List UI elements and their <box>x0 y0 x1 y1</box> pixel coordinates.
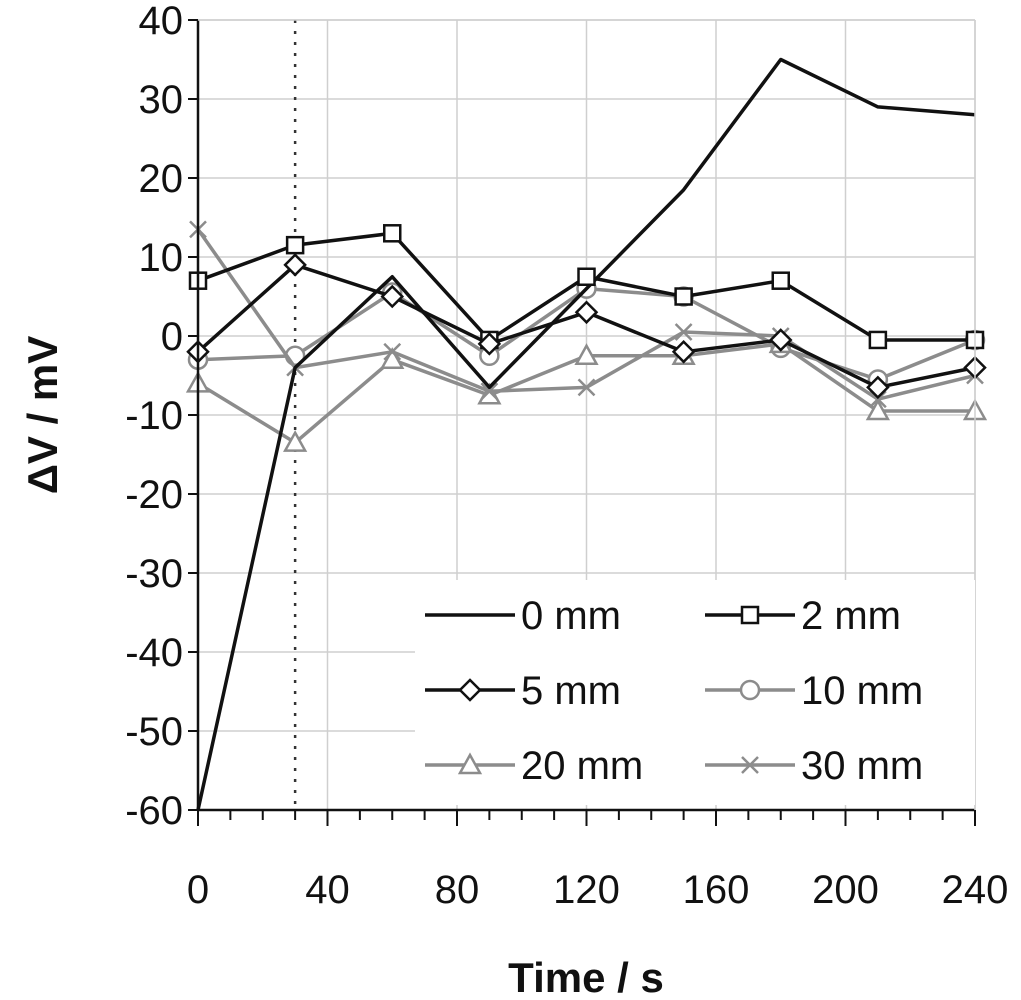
y-tick-labels: 40 30 20 10 0 -10 -20 -30 -40 -50 -60 <box>125 0 183 833</box>
triangle-marker <box>477 382 502 405</box>
legend-label: 0 mm <box>521 594 621 638</box>
legend-background <box>415 580 975 805</box>
x-tick-label: 160 <box>683 868 750 912</box>
y-tick-label: 0 <box>161 315 183 359</box>
legend-item: 10 mm <box>705 669 923 713</box>
legend-label: 10 mm <box>801 669 923 713</box>
triangle-marker <box>283 430 308 452</box>
diamond-marker <box>866 375 890 400</box>
legend-label: 5 mm <box>521 669 621 713</box>
x-tick-label: 0 <box>187 868 209 912</box>
square-marker <box>577 267 596 286</box>
square-marker <box>868 330 888 350</box>
axes <box>188 19 976 826</box>
y-tick-label: -10 <box>125 394 183 438</box>
x-marker <box>480 382 499 401</box>
y-axis-title: ΔV / mV <box>19 336 66 495</box>
x-tick-labels: 0 40 80 120 160 200 240 <box>187 868 1009 912</box>
diamond-marker <box>768 328 793 352</box>
x-tick-label: 200 <box>812 868 879 912</box>
diamond-marker <box>283 253 307 277</box>
x-axis-title: Time / s <box>508 954 664 1000</box>
x-marker <box>741 756 759 774</box>
triangle-marker <box>574 343 599 365</box>
circle-marker <box>739 679 761 701</box>
y-tick-label: -20 <box>125 473 183 517</box>
diamond-marker <box>574 300 599 325</box>
square-marker <box>383 224 402 243</box>
diamond-marker <box>671 340 696 364</box>
series-line <box>196 57 976 811</box>
y-tick-label: -30 <box>125 552 183 596</box>
x-marker <box>674 323 693 341</box>
legend-item: 20 mm <box>425 744 643 788</box>
triangle-marker <box>457 752 483 775</box>
legend-item: 2 mm <box>705 594 901 638</box>
y-tick-label: 30 <box>139 78 184 122</box>
legend-item: 0 mm <box>425 594 621 638</box>
series-5-mm <box>186 253 987 400</box>
x-marker <box>868 390 887 409</box>
triangle-marker <box>380 347 405 369</box>
triangle-marker <box>865 398 890 421</box>
diamond-marker <box>458 678 482 702</box>
series-group <box>185 57 988 811</box>
y-tick-label: 10 <box>139 236 184 280</box>
legend-label: 30 mm <box>801 744 923 788</box>
legend-label: 20 mm <box>521 744 643 788</box>
legend-item: 5 mm <box>425 669 621 713</box>
series-0-mm <box>196 57 976 811</box>
y-tick-label: -40 <box>125 631 183 675</box>
square-marker <box>771 271 790 290</box>
y-tick-label: -60 <box>125 789 183 833</box>
legend-label: 2 mm <box>801 594 901 638</box>
diamond-marker <box>380 284 405 309</box>
y-tick-label: 40 <box>139 0 184 43</box>
square-marker <box>740 605 760 625</box>
x-tick-label: 80 <box>435 868 480 912</box>
legend: 0 mm 2 mm 5 mm 10 mm 20 mm 30 mm <box>415 580 975 805</box>
square-marker <box>674 287 693 306</box>
legend-item: 30 mm <box>705 744 923 788</box>
x-tick-label: 40 <box>305 868 350 912</box>
y-tick-label: -50 <box>125 710 183 754</box>
x-marker <box>383 342 402 361</box>
x-tick-label: 120 <box>553 868 620 912</box>
x-tick-label: 240 <box>942 868 1009 912</box>
square-marker <box>285 235 305 255</box>
x-marker <box>577 378 596 397</box>
diamond-marker <box>477 332 502 356</box>
series-2-mm <box>188 224 985 350</box>
y-tick-label: 20 <box>139 157 184 201</box>
